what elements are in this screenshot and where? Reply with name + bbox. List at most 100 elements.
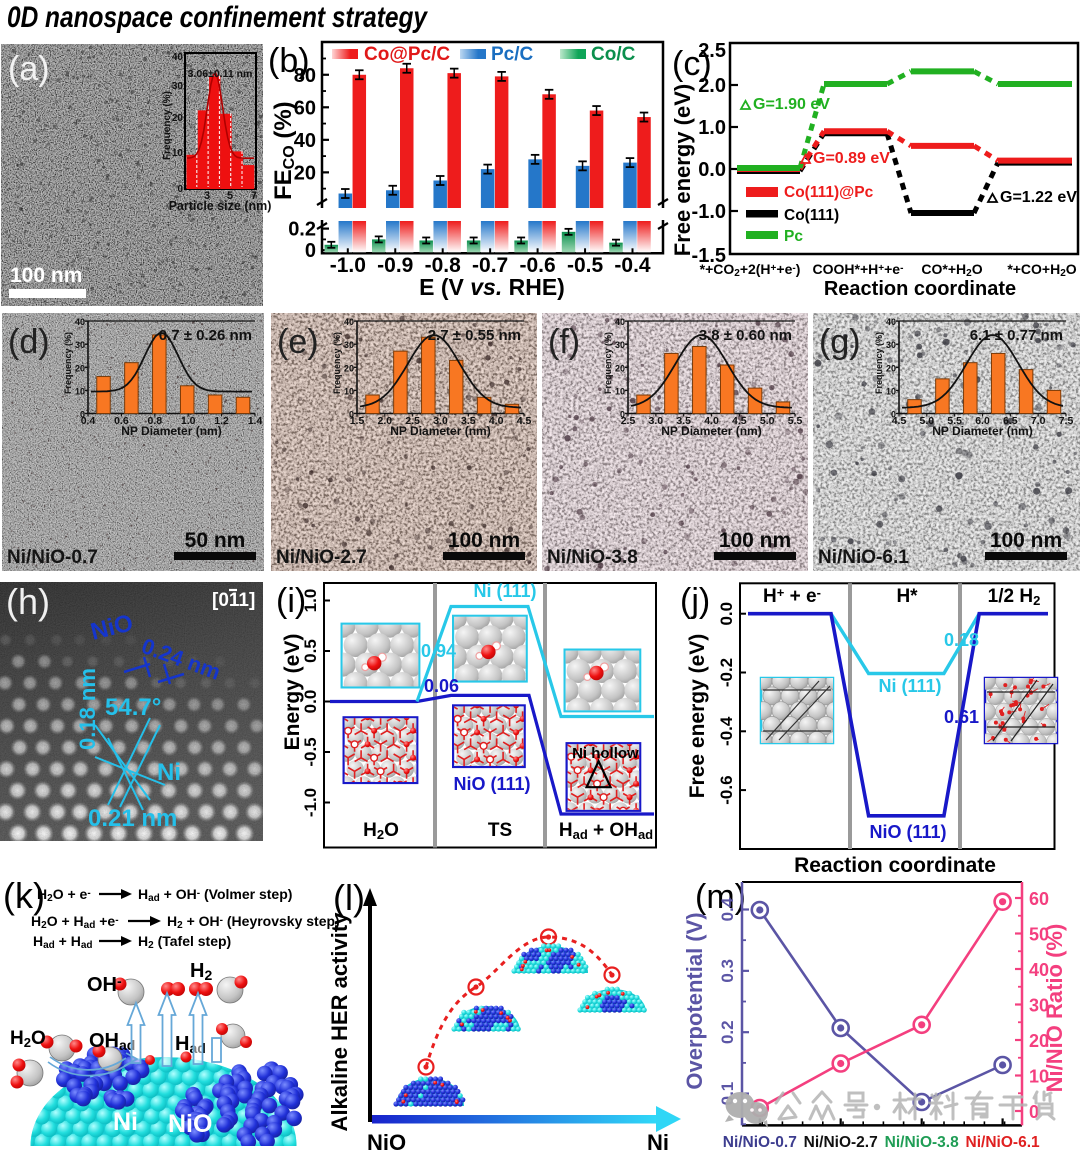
svg-text:Frequency (%): Frequency (%) bbox=[332, 332, 342, 394]
svg-text:0.61: 0.61 bbox=[944, 707, 979, 727]
svg-text:20: 20 bbox=[1029, 1031, 1049, 1051]
svg-text:0.2: 0.2 bbox=[288, 219, 316, 241]
svg-text:Ni: Ni bbox=[113, 1108, 138, 1136]
svg-text:0.8: 0.8 bbox=[147, 415, 162, 427]
svg-text:Ni/NiO-0.7: Ni/NiO-0.7 bbox=[7, 547, 98, 568]
svg-text:Ni/NiO-2.7: Ni/NiO-2.7 bbox=[276, 547, 367, 568]
svg-text:5.0: 5.0 bbox=[760, 415, 775, 427]
svg-text:Ni/NiO-0.7: Ni/NiO-0.7 bbox=[723, 1134, 797, 1151]
svg-text:7.5: 7.5 bbox=[1059, 415, 1074, 427]
svg-text:20: 20 bbox=[294, 162, 316, 184]
svg-text:0D nanospace confinement strat: 0D nanospace confinement strategy bbox=[7, 1, 428, 34]
svg-text:Free energy (eV): Free energy (eV) bbox=[670, 84, 695, 256]
svg-text:E (V vs. RHE): E (V vs. RHE) bbox=[419, 274, 565, 300]
svg-text:(e): (e) bbox=[277, 323, 319, 361]
svg-text:3.8 ± 0.60 nm: 3.8 ± 0.60 nm bbox=[699, 327, 792, 344]
svg-text:H2O + e-: H2O + e- bbox=[37, 886, 91, 904]
svg-text:10: 10 bbox=[344, 386, 354, 396]
svg-text:(m): (m) bbox=[695, 878, 746, 916]
svg-text:H2O + Had +e-: H2O + Had +e- bbox=[31, 913, 119, 931]
svg-text:10: 10 bbox=[172, 148, 184, 159]
svg-text:(k): (k) bbox=[3, 875, 45, 916]
svg-text:6.1 ± 0.77 nm: 6.1 ± 0.77 nm bbox=[970, 327, 1063, 344]
svg-text:2.7 ± 0.55 nm: 2.7 ± 0.55 nm bbox=[428, 327, 521, 344]
svg-text:NiO (111): NiO (111) bbox=[869, 822, 946, 842]
svg-text:NP Diameter (nm): NP Diameter (nm) bbox=[121, 424, 221, 438]
svg-text:0: 0 bbox=[305, 240, 316, 262]
svg-text:H+ + e-: H+ + e- bbox=[763, 585, 821, 607]
svg-text:0.3: 0.3 bbox=[718, 959, 737, 983]
svg-text:H*: H* bbox=[896, 586, 918, 607]
svg-text:40: 40 bbox=[294, 130, 316, 152]
svg-text:1.0: 1.0 bbox=[181, 415, 196, 427]
svg-text:1.2: 1.2 bbox=[214, 415, 229, 427]
svg-text:NiO: NiO bbox=[168, 1110, 212, 1138]
svg-text:-0.4: -0.4 bbox=[717, 716, 736, 746]
svg-text:Frequency (%): Frequency (%) bbox=[603, 332, 613, 394]
svg-text:0.18 nm: 0.18 nm bbox=[75, 668, 100, 750]
svg-text:Frequency (%): Frequency (%) bbox=[874, 332, 884, 394]
svg-text:2.0: 2.0 bbox=[378, 415, 393, 427]
svg-text:G=1.90 eV: G=1.90 eV bbox=[753, 96, 830, 113]
svg-text:3.5: 3.5 bbox=[461, 415, 476, 427]
svg-text:0.0: 0.0 bbox=[698, 159, 726, 181]
svg-text:5.5: 5.5 bbox=[947, 415, 962, 427]
svg-text:Had + Had: Had + Had bbox=[33, 933, 93, 951]
svg-text:10: 10 bbox=[75, 386, 85, 396]
svg-text:Ni/NiO Ratio (%): Ni/NiO Ratio (%) bbox=[1042, 924, 1067, 1093]
svg-text:3.0: 3.0 bbox=[649, 415, 664, 427]
svg-text:100 nm: 100 nm bbox=[10, 264, 82, 287]
svg-text:60: 60 bbox=[1029, 889, 1049, 909]
svg-text:40: 40 bbox=[1029, 960, 1049, 980]
svg-text:H2: H2 bbox=[190, 960, 212, 983]
svg-text:4.5: 4.5 bbox=[517, 415, 532, 427]
svg-text:Ni/NiO-3.8: Ni/NiO-3.8 bbox=[547, 547, 638, 568]
svg-text:Alkaline HER activity: Alkaline HER activity bbox=[327, 912, 352, 1132]
svg-text:2.5: 2.5 bbox=[621, 415, 636, 427]
svg-text:Ni/NiO-6.1: Ni/NiO-6.1 bbox=[818, 547, 909, 568]
svg-text:4.0: 4.0 bbox=[704, 415, 719, 427]
svg-text:H2O: H2O bbox=[363, 820, 399, 842]
svg-text:H2 + OH- (Heyrovsky step): H2 + OH- (Heyrovsky step) bbox=[167, 913, 340, 931]
svg-text:2.0: 2.0 bbox=[698, 75, 726, 97]
svg-text:Co@Pc/C: Co@Pc/C bbox=[364, 44, 450, 65]
svg-text:H2 (Tafel step): H2 (Tafel step) bbox=[138, 933, 231, 951]
svg-text:40: 40 bbox=[172, 52, 184, 63]
svg-text:Ni/NiO-2.7: Ni/NiO-2.7 bbox=[804, 1134, 878, 1151]
svg-text:0.2: 0.2 bbox=[718, 1020, 737, 1044]
svg-text:0: 0 bbox=[177, 184, 183, 195]
svg-text:TS: TS bbox=[488, 820, 512, 841]
svg-text:3: 3 bbox=[204, 190, 210, 202]
svg-text:Ni/NiO-6.1: Ni/NiO-6.1 bbox=[966, 1134, 1040, 1151]
svg-text:-0.6: -0.6 bbox=[520, 254, 556, 277]
svg-text:G=1.22 eV: G=1.22 eV bbox=[1000, 189, 1077, 206]
svg-text:40: 40 bbox=[615, 317, 625, 327]
svg-text:10: 10 bbox=[886, 386, 896, 396]
svg-text:(h): (h) bbox=[6, 581, 50, 622]
svg-text:0: 0 bbox=[80, 410, 85, 420]
svg-text:Ni: Ni bbox=[157, 759, 181, 786]
svg-text:0: 0 bbox=[1029, 1102, 1039, 1122]
svg-text:0.06: 0.06 bbox=[424, 676, 459, 696]
svg-text:0: 0 bbox=[891, 410, 896, 420]
svg-text:2.5: 2.5 bbox=[698, 40, 726, 62]
svg-text:COOH*+H++e-: COOH*+H++e- bbox=[813, 261, 904, 277]
svg-text:3.0: 3.0 bbox=[433, 415, 448, 427]
svg-text:-0.2: -0.2 bbox=[717, 658, 736, 687]
svg-text:-1.5: -1.5 bbox=[692, 245, 726, 267]
svg-text:6.0: 6.0 bbox=[975, 415, 990, 427]
svg-text:(l): (l) bbox=[333, 877, 365, 918]
svg-text:-1.0: -1.0 bbox=[301, 788, 320, 817]
svg-text:0: 0 bbox=[349, 410, 354, 420]
svg-text:NP Diameter (nm): NP Diameter (nm) bbox=[932, 424, 1032, 438]
svg-text:(a): (a) bbox=[8, 50, 50, 88]
svg-text:NiO (111): NiO (111) bbox=[453, 774, 530, 794]
svg-text:Co/C: Co/C bbox=[591, 44, 636, 65]
svg-text:Overpotential (V): Overpotential (V) bbox=[682, 912, 707, 1089]
svg-text:20: 20 bbox=[886, 363, 896, 373]
svg-text:Had + OHad: Had + OHad bbox=[559, 820, 653, 842]
svg-text:60: 60 bbox=[294, 97, 316, 119]
svg-text:100 nm: 100 nm bbox=[448, 529, 520, 552]
svg-text:1.0: 1.0 bbox=[698, 117, 726, 139]
svg-text:G=0.89 eV: G=0.89 eV bbox=[813, 150, 890, 167]
